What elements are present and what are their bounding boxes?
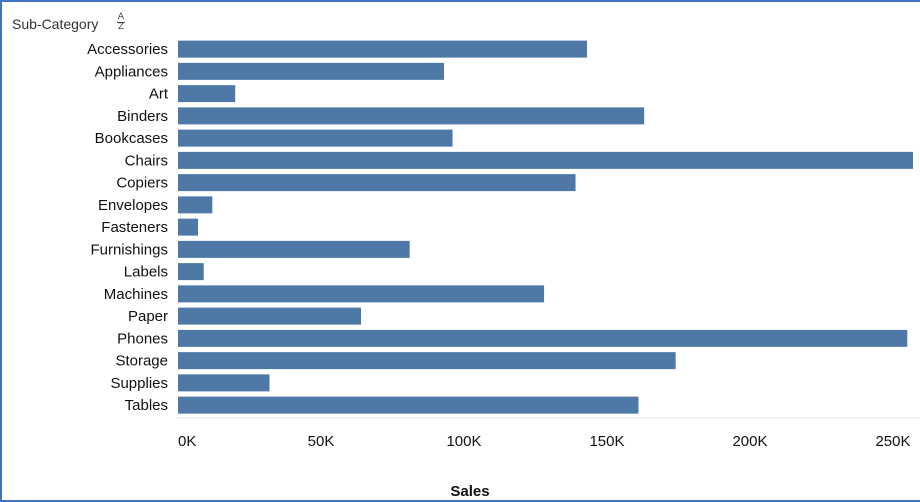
x-tick-label: 200K	[732, 433, 767, 450]
category-label-supplies[interactable]: Supplies	[110, 375, 168, 392]
sort-ascending-icon[interactable]: A Z	[116, 13, 126, 33]
x-tick-label: 150K	[589, 433, 624, 450]
category-label-copiers[interactable]: Copiers	[116, 175, 168, 192]
category-label-chairs[interactable]: Chairs	[125, 152, 168, 169]
category-label-binders[interactable]: Binders	[117, 108, 168, 125]
sort-icon-bottom: Z	[117, 22, 125, 32]
bar-tables[interactable]	[178, 396, 639, 414]
x-tick-label: 100K	[446, 433, 481, 450]
bar-envelopes[interactable]	[178, 196, 213, 214]
bar-appliances[interactable]	[178, 62, 444, 80]
bar-phones[interactable]	[178, 329, 908, 347]
x-tick-label: 0K	[178, 433, 196, 450]
bar-accessories[interactable]	[178, 40, 587, 58]
category-label-envelopes[interactable]: Envelopes	[98, 197, 168, 214]
category-label-appliances[interactable]: Appliances	[95, 63, 168, 80]
category-label-phones[interactable]: Phones	[117, 330, 168, 347]
bar-copiers[interactable]	[178, 174, 576, 192]
x-axis-title: Sales	[450, 483, 489, 500]
sort-icon-top: A	[117, 12, 125, 22]
bar-art[interactable]	[178, 85, 236, 103]
bar-chairs[interactable]	[178, 151, 914, 169]
bar-machines[interactable]	[178, 285, 545, 303]
category-label-tables[interactable]: Tables	[125, 397, 168, 414]
category-label-machines[interactable]: Machines	[104, 286, 168, 303]
x-tick-label: 250K	[875, 433, 910, 450]
bar-supplies[interactable]	[178, 374, 270, 392]
bar-furnishings[interactable]	[178, 240, 410, 258]
bar-storage[interactable]	[178, 352, 676, 370]
x-tick-label: 50K	[308, 433, 335, 450]
sub-category-header[interactable]: Sub-Category	[12, 16, 99, 32]
category-label-labels[interactable]: Labels	[124, 264, 168, 281]
category-label-accessories[interactable]: Accessories	[87, 41, 168, 58]
category-label-storage[interactable]: Storage	[115, 353, 168, 370]
category-label-art[interactable]: Art	[149, 86, 169, 103]
bar-paper[interactable]	[178, 307, 362, 325]
sort-icon-rule	[117, 22, 125, 23]
bar-labels[interactable]	[178, 263, 204, 281]
bar-binders[interactable]	[178, 107, 645, 125]
bar-fasteners[interactable]	[178, 218, 199, 236]
category-label-furnishings[interactable]: Furnishings	[90, 241, 168, 258]
category-label-fasteners[interactable]: Fasteners	[101, 219, 168, 236]
category-label-paper[interactable]: Paper	[128, 308, 168, 325]
bar-bookcases[interactable]	[178, 129, 453, 147]
category-label-bookcases[interactable]: Bookcases	[95, 130, 168, 147]
